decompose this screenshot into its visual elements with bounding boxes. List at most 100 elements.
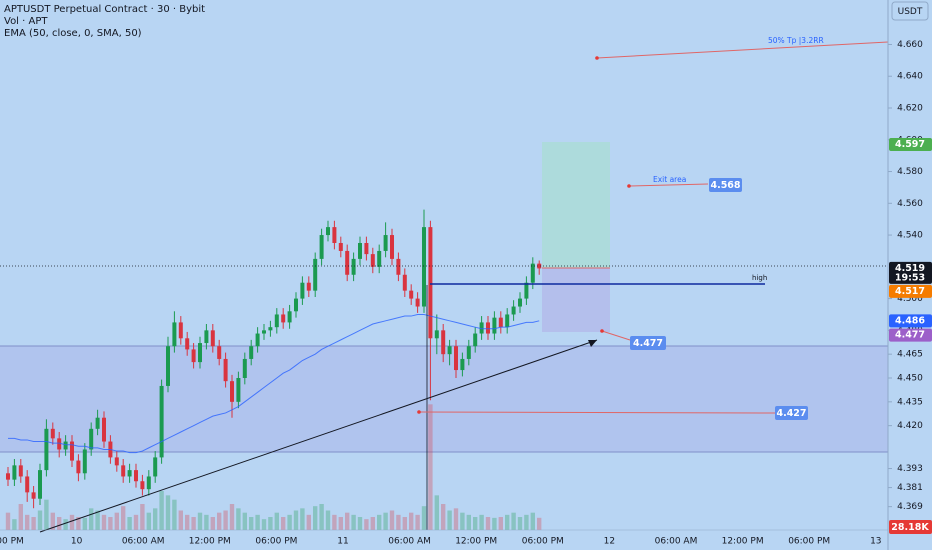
candle-body — [306, 282, 311, 291]
volume-bar — [255, 514, 260, 530]
candle-body — [102, 417, 106, 442]
candle-body — [287, 311, 292, 323]
volume-bar — [146, 512, 151, 530]
loss-box — [542, 268, 610, 332]
candle-body — [370, 254, 375, 267]
candle-body — [409, 290, 414, 299]
candle-body — [146, 476, 151, 490]
volume-bar — [12, 519, 17, 530]
volume-bar — [421, 506, 427, 530]
volume-bar — [415, 514, 420, 530]
candle-body — [159, 385, 164, 458]
symbol: APTUSDT Perpetual Contract · 30 · Bybit — [4, 4, 205, 15]
stop-badge — [775, 406, 808, 420]
volume-bar — [89, 508, 94, 530]
candle-body — [530, 263, 535, 283]
candle-body — [492, 317, 497, 334]
y-tick-label: 4.580 — [897, 167, 923, 177]
candle-body — [230, 381, 234, 402]
volume-bar — [498, 517, 503, 530]
volume-bar — [351, 514, 356, 530]
currency-button[interactable] — [891, 1, 929, 21]
volume-bar — [377, 514, 382, 530]
volume-badge-label: 28.18K — [891, 522, 929, 533]
candle-body — [326, 227, 330, 236]
stop-line — [418, 411, 776, 414]
candle-body — [524, 282, 529, 299]
candle-body — [50, 428, 55, 439]
candle-body — [223, 358, 228, 382]
candle-body — [422, 227, 426, 307]
volume-bar — [44, 499, 49, 530]
volume-bar — [127, 517, 132, 530]
volume-badge — [889, 520, 932, 534]
candle-body — [25, 476, 30, 493]
exit-dot — [627, 184, 631, 188]
candle-body — [268, 327, 273, 331]
candle-body — [466, 346, 471, 359]
currency[interactable]: USDT — [898, 7, 923, 17]
volume-bar — [249, 517, 254, 530]
price-badge-label: 4.519 — [895, 263, 925, 274]
volume-bar — [453, 508, 459, 530]
volume-bar — [268, 517, 273, 530]
volume-bar — [57, 517, 62, 530]
volume-bar — [447, 510, 452, 530]
volume-bar — [319, 504, 324, 530]
candle-body — [338, 243, 343, 251]
candle-body — [191, 349, 196, 363]
volume-bar — [5, 512, 11, 530]
volume-bar — [159, 491, 164, 530]
x-tick-label: 06:00 PM — [522, 537, 564, 547]
y-tick-label: 4.540 — [897, 231, 923, 241]
price-badge-label: 4.477 — [895, 330, 925, 341]
zone — [0, 346, 888, 452]
candle-body — [402, 274, 407, 291]
exit-line — [628, 183, 709, 187]
candle-body — [390, 235, 394, 259]
price-badge-label: 4.597 — [895, 139, 925, 150]
candle-body — [262, 330, 266, 334]
y-tick-label: 4.450 — [897, 374, 923, 384]
ema-line — [8, 313, 540, 454]
candle-body — [44, 428, 49, 471]
candle-body — [6, 473, 10, 480]
x-tick-label: 12 — [604, 537, 615, 547]
volume-bar — [165, 495, 171, 530]
candle-body — [249, 346, 254, 359]
volume-bar — [108, 517, 113, 530]
candle-body — [332, 227, 337, 243]
tp-label: 50% Tp |3.2RR — [768, 36, 824, 45]
candle-body — [185, 338, 190, 350]
volume-bar — [530, 512, 535, 530]
profit-box — [542, 142, 610, 268]
candle-body — [447, 346, 452, 355]
volume-bar — [242, 512, 247, 530]
target-dot — [600, 329, 604, 333]
volume-indicator: Vol · APT — [4, 16, 48, 27]
y-tick-label: 4.620 — [897, 104, 923, 114]
volume-bar — [409, 512, 414, 530]
candle-body — [134, 470, 138, 482]
candle-body — [274, 314, 279, 328]
candle-body — [473, 333, 478, 347]
volume-bar — [345, 512, 350, 530]
candle-body — [210, 330, 215, 347]
volume-bar — [505, 514, 510, 530]
exit-value: 4.568 — [710, 180, 740, 191]
volume-bar — [229, 504, 235, 530]
volume-bar — [153, 508, 158, 530]
price-badge — [889, 261, 932, 284]
y-tick-label: 4.500 — [897, 294, 923, 304]
candle-body — [511, 306, 516, 315]
volume-bar — [95, 510, 100, 530]
candle-body — [486, 322, 490, 334]
volume-bar — [101, 514, 107, 530]
volume-bar — [121, 506, 126, 530]
volume-bar — [76, 517, 81, 530]
candle-body — [255, 333, 260, 347]
volume-bar — [223, 510, 228, 530]
volume-bar — [50, 512, 55, 530]
